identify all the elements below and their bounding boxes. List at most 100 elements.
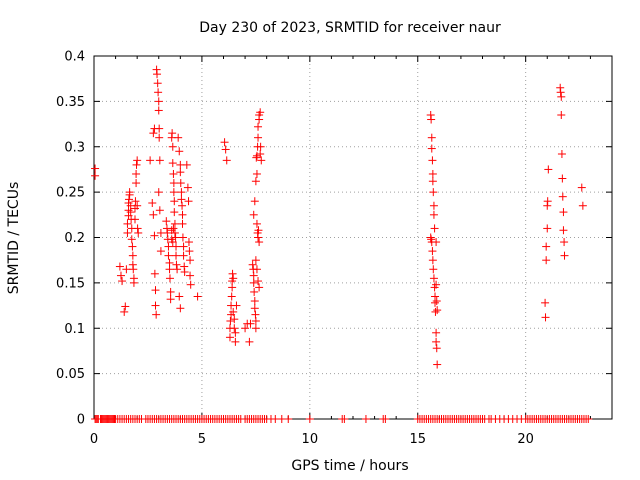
- y-tick-label: 0.15: [56, 276, 85, 291]
- data-point: [133, 224, 142, 233]
- data-point: [152, 310, 161, 319]
- y-tick-label: 0.25: [56, 186, 85, 201]
- data-point: [176, 179, 185, 188]
- data-point: [252, 219, 261, 228]
- data-point: [183, 183, 192, 192]
- data-point: [227, 292, 236, 301]
- data-point: [578, 201, 587, 210]
- data-point: [172, 251, 181, 260]
- data-point: [154, 106, 163, 115]
- data-point: [125, 188, 134, 197]
- data-point: [429, 188, 438, 197]
- data-point: [254, 122, 263, 131]
- data-point: [432, 337, 441, 346]
- data-point: [250, 197, 259, 206]
- data-point: [430, 224, 439, 233]
- x-tick-label: 15: [409, 432, 426, 447]
- data-point: [429, 274, 438, 283]
- data-point: [251, 324, 260, 333]
- data-point: [169, 224, 178, 233]
- data-point: [179, 242, 188, 251]
- data-point: [429, 210, 438, 219]
- data-point: [151, 301, 160, 310]
- data-point: [154, 97, 163, 106]
- data-point: [228, 269, 237, 278]
- data-point: [172, 260, 181, 269]
- x-tick-label: 20: [517, 432, 534, 447]
- data-point: [168, 159, 177, 168]
- x-axis-label: GPS time / hours: [291, 458, 408, 474]
- data-point: [556, 88, 565, 97]
- data-point: [255, 283, 264, 292]
- data-point: [245, 337, 254, 346]
- data-point-zero: [305, 415, 314, 423]
- data-point: [541, 313, 550, 322]
- data-point: [128, 242, 137, 251]
- data-point: [427, 144, 436, 153]
- data-point: [124, 195, 133, 204]
- data-point: [177, 195, 186, 204]
- data-point: [557, 150, 566, 159]
- data-point: [91, 164, 100, 173]
- data-point: [91, 171, 100, 180]
- data-point: [175, 292, 184, 301]
- x-tick-label: 5: [198, 432, 206, 447]
- data-point: [129, 278, 138, 287]
- data-point: [230, 315, 239, 324]
- data-point: [431, 298, 440, 307]
- data-point: [541, 298, 550, 307]
- data-point: [174, 133, 183, 142]
- data-point: [241, 324, 250, 333]
- data-point-zero: [361, 415, 370, 423]
- data-point: [151, 286, 160, 295]
- data-point: [230, 324, 239, 333]
- data-point: [225, 333, 234, 342]
- data-point: [560, 238, 569, 247]
- data-point: [165, 274, 174, 283]
- data-point: [432, 328, 441, 337]
- data-point: [558, 174, 567, 183]
- data-point: [251, 177, 260, 186]
- data-point: [132, 169, 141, 178]
- data-point: [146, 156, 155, 165]
- data-point: [175, 147, 184, 156]
- data-point: [559, 226, 568, 235]
- data-point: [164, 251, 173, 260]
- data-point: [171, 233, 180, 242]
- data-point: [162, 217, 171, 226]
- data-point: [226, 316, 235, 325]
- data-point: [153, 70, 162, 79]
- data-point: [169, 188, 178, 197]
- data-point: [428, 256, 437, 265]
- data-point: [134, 228, 143, 237]
- data-point: [178, 233, 187, 242]
- data-point: [133, 156, 142, 165]
- data-point: [173, 265, 182, 274]
- data-point: [115, 262, 124, 271]
- data-point: [544, 165, 553, 174]
- data-point: [168, 142, 177, 151]
- data-point: [577, 183, 586, 192]
- data-point: [153, 79, 162, 88]
- data-point: [250, 287, 259, 296]
- y-tick-label: 0.3: [64, 140, 85, 155]
- data-point: [222, 156, 231, 165]
- data-point: [154, 188, 163, 197]
- data-point: [543, 197, 552, 206]
- data-point: [149, 210, 158, 219]
- data-point: [148, 199, 157, 208]
- data-point: [256, 108, 265, 117]
- data-point: [178, 210, 187, 219]
- y-tick-label: 0.35: [56, 95, 85, 110]
- data-point-zero: [340, 415, 349, 423]
- y-tick-label: 0.05: [56, 367, 85, 382]
- grid-layer: [94, 56, 612, 419]
- data-point: [170, 219, 179, 228]
- data-point: [169, 169, 178, 178]
- data-point: [178, 201, 187, 210]
- data-point: [182, 160, 191, 169]
- data-point: [170, 197, 179, 206]
- data-point: [221, 145, 230, 154]
- data-point: [166, 295, 175, 304]
- data-point: [250, 297, 259, 306]
